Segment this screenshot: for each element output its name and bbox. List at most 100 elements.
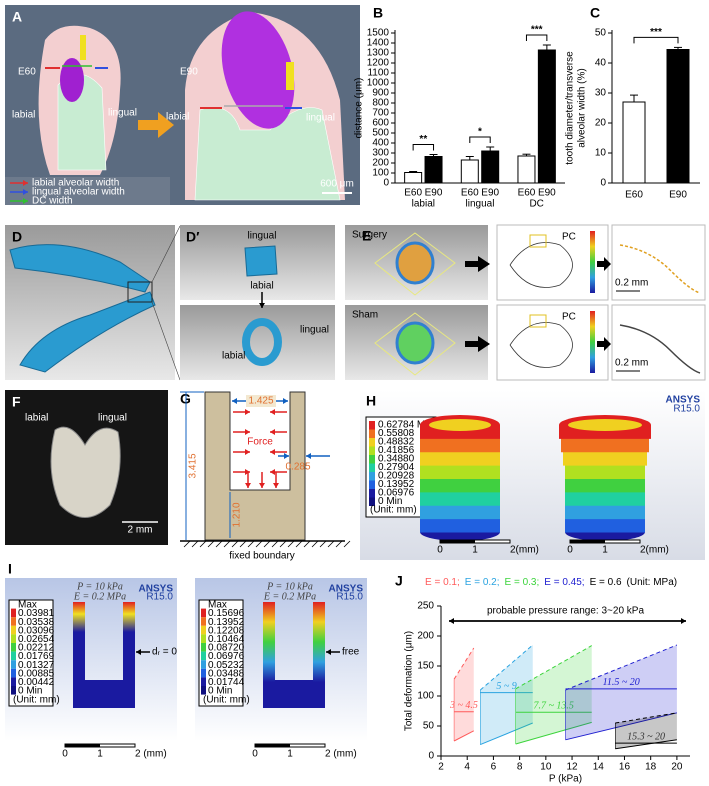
- dimension: 0.285: [285, 462, 310, 473]
- legend-swatch: [369, 455, 375, 464]
- y-tick-label: 1300: [367, 48, 390, 59]
- version: R15.0: [146, 592, 173, 603]
- legend-swatch: [11, 651, 16, 661]
- cylinder-band: [420, 438, 500, 453]
- hatch: [223, 540, 231, 548]
- x-sub-label: E90: [425, 188, 443, 199]
- hatch: [327, 540, 335, 548]
- legend-text: DC width: [32, 196, 73, 207]
- legend-value: 0.48832: [378, 437, 415, 448]
- y-tick-label: 500: [372, 128, 389, 139]
- legend-value: 0.03981: [18, 608, 55, 619]
- scale-text: 0.2 mm: [615, 358, 648, 369]
- x-tick-label: E60: [625, 190, 643, 201]
- pc-label: PC: [562, 232, 576, 243]
- software: ANSYS: [666, 395, 701, 406]
- arrow-head: [326, 649, 331, 655]
- pressure: P = 10 kPa: [76, 581, 123, 592]
- arrow-head: [270, 409, 275, 415]
- x-tick-label: 8: [517, 762, 523, 773]
- y-tick-label: 200: [417, 631, 434, 642]
- legend-value: Max: [18, 600, 37, 611]
- legend-swatch: [11, 668, 16, 678]
- cylinder-hole: [568, 419, 642, 431]
- jaw: [19, 291, 156, 373]
- panel-label: E: [362, 228, 371, 244]
- x-tick-label: 10: [540, 762, 552, 773]
- range-label: 3 ~ 4.5: [449, 700, 478, 711]
- legend-swatch: [369, 480, 375, 489]
- contour: [509, 242, 573, 288]
- lower-bound: [453, 730, 474, 742]
- scale-text: 0: [62, 749, 68, 760]
- panel-label: A: [12, 9, 22, 25]
- hatch: [199, 540, 207, 548]
- legend-bg: [5, 177, 170, 205]
- legend-swatch: [11, 677, 16, 686]
- significance: **: [419, 134, 427, 145]
- legend-value: 0.12208: [208, 625, 245, 636]
- hatch: [263, 540, 271, 548]
- unit-label: (Unit: mm): [203, 695, 250, 706]
- model-frame: [374, 312, 456, 376]
- bar: [517, 155, 536, 184]
- y-tick-label: 600: [372, 118, 389, 129]
- y-tick-label: 1500: [367, 28, 390, 39]
- legend-swatch: [11, 686, 16, 695]
- legend-box: [198, 599, 244, 707]
- y-axis-label: alveolar width (%): [577, 68, 588, 147]
- cylinder-band: [420, 505, 500, 520]
- contour: [509, 322, 573, 368]
- pressure: P = 10 kPa: [266, 581, 313, 592]
- y-tick-label: 800: [372, 98, 389, 109]
- panel-label: H: [366, 393, 376, 409]
- scale-text: 2(mm): [640, 545, 669, 556]
- scale-text: 2(mm): [510, 545, 539, 556]
- y-tick-label: 400: [372, 138, 389, 149]
- legend-value: Max: [208, 600, 227, 611]
- arrow-head: [23, 198, 28, 204]
- panel-a-text: labial: [12, 110, 35, 121]
- unit-label: (Unit: mm): [370, 505, 417, 516]
- force-label: Force: [247, 437, 273, 448]
- bar: [622, 101, 646, 184]
- cylinder-band: [420, 491, 500, 506]
- panel-label: J: [395, 573, 403, 589]
- legend-value: 0.01769: [18, 651, 55, 662]
- x-axis-label: P (kPa): [549, 774, 582, 785]
- tooth: [50, 426, 121, 518]
- panel-label: I: [8, 561, 12, 577]
- y-tick-label: 900: [372, 88, 389, 99]
- hatch: [247, 540, 255, 548]
- d-text: lingual: [300, 325, 329, 336]
- hatch: [311, 540, 319, 548]
- scale-text: 2 mm: [128, 525, 153, 536]
- legend-swatch: [201, 686, 206, 695]
- legend-swatch: [11, 617, 16, 626]
- scale-bar-fill: [570, 540, 605, 543]
- annotation-bg: [477, 605, 654, 616]
- row-label: Surgery: [352, 230, 387, 241]
- panel-label: B: [373, 5, 383, 21]
- panel-label: C: [590, 5, 600, 21]
- y-tick-label: 0: [383, 178, 389, 189]
- arrow-head: [270, 429, 275, 435]
- legend-value: 0.00442: [18, 677, 55, 688]
- significance-bracket: [412, 144, 435, 151]
- arrow-head: [245, 449, 250, 455]
- legend-entry: E = 0.6: [590, 577, 622, 588]
- model: [395, 241, 435, 285]
- legend-swatch: [201, 608, 206, 618]
- arrow: [465, 256, 490, 272]
- legend-value: 0.55808: [378, 428, 415, 439]
- u-side: [73, 602, 85, 632]
- cylinder-band: [565, 518, 645, 533]
- d-text: lingual: [248, 231, 277, 242]
- d-text: labial: [250, 281, 273, 292]
- arrow-head: [273, 483, 279, 488]
- arrow-head: [283, 398, 288, 404]
- hatch: [343, 540, 351, 548]
- range-label: 11.5 ~ 20: [603, 677, 640, 688]
- panel-a-text: lingual: [306, 113, 335, 124]
